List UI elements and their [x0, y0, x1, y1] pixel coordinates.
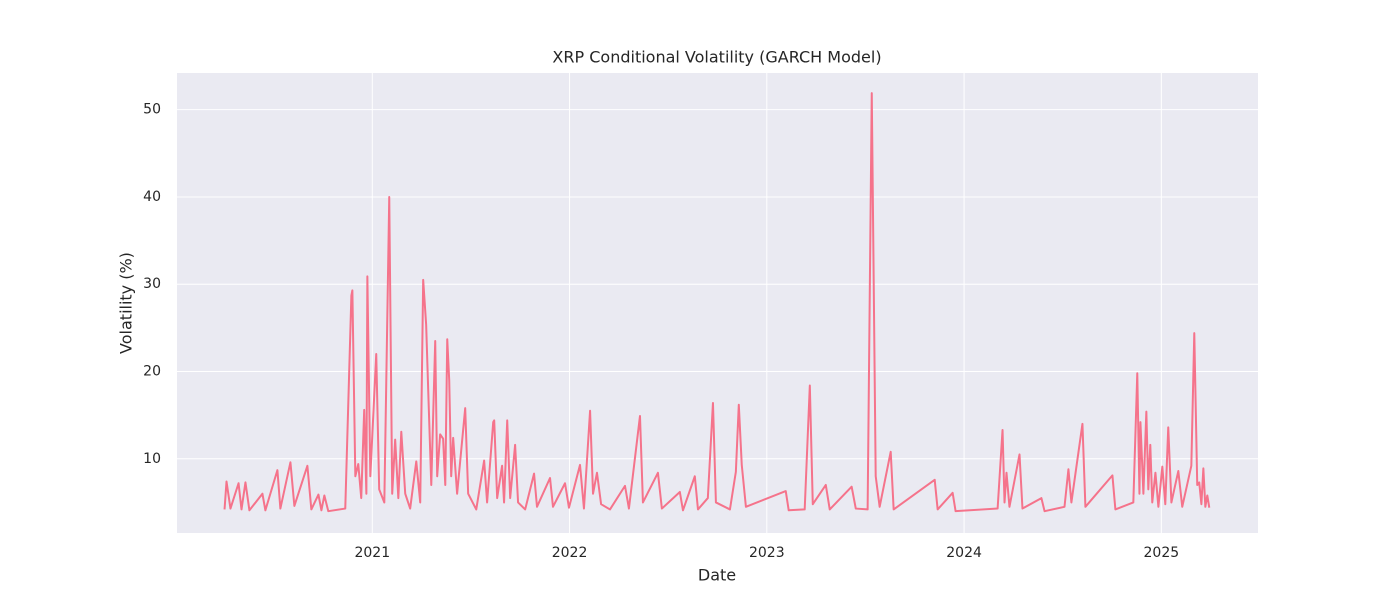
x-tick-label: 2025: [1144, 545, 1180, 561]
y-axis-label: Volatility (%): [117, 252, 136, 354]
x-axis-label: Date: [698, 566, 736, 585]
x-tick-label: 2024: [946, 545, 982, 561]
volatility-line: [223, 92, 1211, 513]
plot-area: [177, 73, 1258, 533]
y-tick-label: 10: [143, 451, 161, 467]
y-tick-label: 20: [143, 364, 161, 380]
x-tick-label: 2023: [749, 545, 785, 561]
x-tick-label: 2022: [552, 545, 588, 561]
y-tick-label: 50: [143, 102, 161, 118]
x-tick-label: 2021: [354, 545, 390, 561]
y-tick-label: 40: [143, 189, 161, 205]
chart-title: XRP Conditional Volatility (GARCH Model): [552, 48, 881, 67]
y-tick-label: 30: [143, 276, 161, 292]
